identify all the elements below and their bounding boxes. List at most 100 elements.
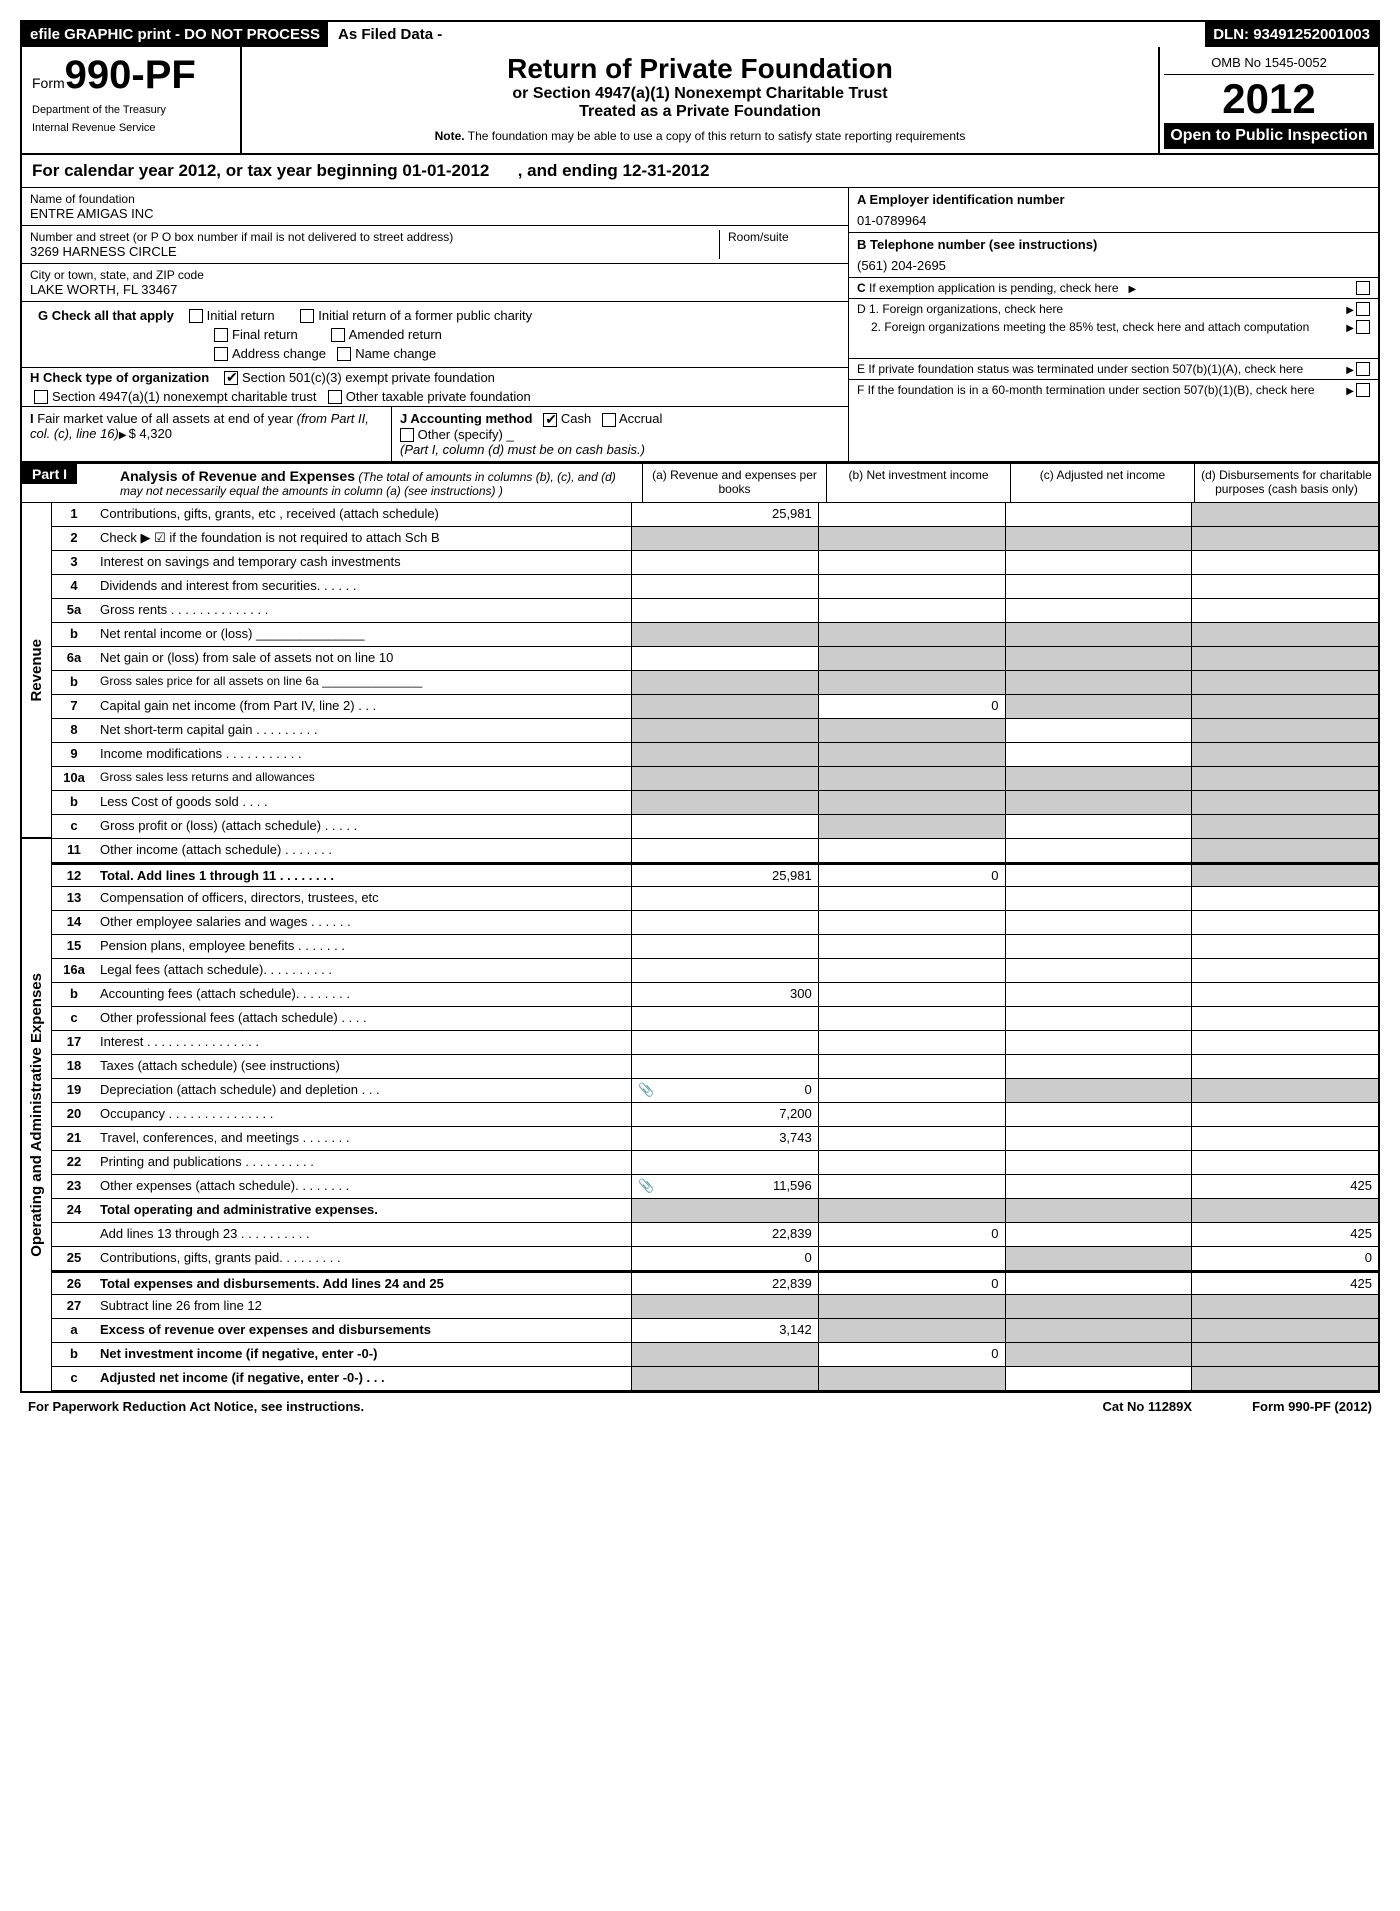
omb-number: OMB No 1545-0052 [1164,51,1374,75]
line-l10b: bLess Cost of goods sold . . . . [52,791,1378,815]
tax-year: 2012 [1164,75,1374,123]
checkbox-addr-change[interactable] [214,347,228,361]
d-cell: D 1. Foreign organizations, check here 2… [849,299,1378,359]
line-l9: 9Income modifications . . . . . . . . . … [52,743,1378,767]
city-cell: City or town, state, and ZIP code LAKE W… [22,264,848,302]
c-cell: C If exemption application is pending, c… [849,278,1378,299]
info-section: Name of foundation ENTRE AMIGAS INC Numb… [22,188,1378,462]
checkbox-cash[interactable] [543,413,557,427]
checkbox-initial-former[interactable] [300,309,314,323]
line-l14: 14Other employee salaries and wages . . … [52,911,1378,935]
top-bar: efile GRAPHIC print - DO NOT PROCESS As … [22,22,1378,47]
as-filed-label: As Filed Data - [330,22,452,47]
checkbox-501c3[interactable] [224,371,238,385]
line-l5a: 5aGross rents . . . . . . . . . . . . . … [52,599,1378,623]
checkbox-d2[interactable] [1356,320,1370,334]
checkbox-f[interactable] [1356,383,1370,397]
line-l24: 24Total operating and administrative exp… [52,1199,1378,1223]
ij-section: I Fair market value of all assets at end… [22,407,848,461]
line-l15: 15Pension plans, employee benefits . . .… [52,935,1378,959]
col-a-header: (a) Revenue and expenses per books [642,464,826,502]
col-c-header: (c) Adjusted net income [1010,464,1194,502]
line-l17: 17Interest . . . . . . . . . . . . . . .… [52,1031,1378,1055]
checkbox-c[interactable] [1356,281,1370,295]
foundation-name-cell: Name of foundation ENTRE AMIGAS INC [22,188,848,226]
expenses-label: Operating and Administrative Expenses [26,965,47,1265]
col-d-header: (d) Disbursements for charitable purpose… [1194,464,1378,502]
ein-cell: A Employer identification number 01-0789… [849,188,1378,233]
info-left: Name of foundation ENTRE AMIGAS INC Numb… [22,188,848,461]
line-l6b: bGross sales price for all assets on lin… [52,671,1378,695]
line-l20: 20Occupancy . . . . . . . . . . . . . . … [52,1103,1378,1127]
line-l24b: Add lines 13 through 23 . . . . . . . . … [52,1223,1378,1247]
line-l5b: bNet rental income or (loss) ___________… [52,623,1378,647]
open-inspection: Open to Public Inspection [1164,123,1374,149]
checkbox-d1[interactable] [1356,302,1370,316]
line-l10c: cGross profit or (loss) (attach schedule… [52,815,1378,839]
cat-number: Cat No 11289X [1102,1399,1192,1414]
line-l1: 1Contributions, gifts, grants, etc , rec… [52,503,1378,527]
checkbox-accrual[interactable] [602,413,616,427]
form-number-box: Form990-PF Department of the Treasury In… [22,47,242,153]
line-l12: 12Total. Add lines 1 through 11 . . . . … [52,863,1378,887]
line-l6a: 6aNet gain or (loss) from sale of assets… [52,647,1378,671]
line-l23: 23Other expenses (attach schedule). . . … [52,1175,1378,1199]
subtitle-2: Treated as a Private Foundation [252,103,1148,121]
page-footer: For Paperwork Reduction Act Notice, see … [20,1393,1380,1420]
lines-container: 1Contributions, gifts, grants, etc , rec… [52,503,1378,1391]
calendar-year-line: For calendar year 2012, or tax year begi… [22,155,1378,188]
checkbox-initial[interactable] [189,309,203,323]
part-label: Part I [22,464,77,484]
line-l27c: cAdjusted net income (if negative, enter… [52,1367,1378,1391]
line-l3: 3Interest on savings and temporary cash … [52,551,1378,575]
checkbox-other-taxable[interactable] [328,390,342,404]
line-l11: 11Other income (attach schedule) . . . .… [52,839,1378,863]
f-cell: F If the foundation is in a 60-month ter… [849,380,1378,400]
form-ref: Form 990-PF (2012) [1252,1399,1372,1414]
checkbox-4947[interactable] [34,390,48,404]
subtitle-1: or Section 4947(a)(1) Nonexempt Charitab… [252,85,1148,103]
checkbox-e[interactable] [1356,362,1370,376]
line-l13: 13Compensation of officers, directors, t… [52,887,1378,911]
dln-box: DLN: 93491252001003 [1205,22,1378,47]
paperwork-notice: For Paperwork Reduction Act Notice, see … [28,1399,364,1414]
line-l16c: cOther professional fees (attach schedul… [52,1007,1378,1031]
line-l26: 26Total expenses and disbursements. Add … [52,1271,1378,1295]
checkbox-final[interactable] [214,328,228,342]
blank-space [452,22,1205,47]
line-l19: 19Depreciation (attach schedule) and dep… [52,1079,1378,1103]
dept-treasury: Department of the Treasury [32,104,230,116]
checkbox-other-method[interactable] [400,428,414,442]
side-labels: Revenue Operating and Administrative Exp… [22,503,52,1391]
line-l10a: 10aGross sales less returns and allowanc… [52,767,1378,791]
lines-body: Revenue Operating and Administrative Exp… [22,503,1378,1391]
phone-cell: B Telephone number (see instructions) (5… [849,233,1378,278]
note-line: Note. The foundation may be able to use … [252,129,1148,143]
col-b-header: (b) Net investment income [826,464,1010,502]
line-l4: 4Dividends and interest from securities.… [52,575,1378,599]
checkbox-name-change[interactable] [337,347,351,361]
h-section-2: Section 4947(a)(1) nonexempt charitable … [22,387,848,407]
title-box: Return of Private Foundation or Section … [242,47,1158,153]
line-l22: 22Printing and publications . . . . . . … [52,1151,1378,1175]
line-l25: 25Contributions, gifts, grants paid. . .… [52,1247,1378,1271]
dept-irs: Internal Revenue Service [32,122,230,134]
line-l8: 8Net short-term capital gain . . . . . .… [52,719,1378,743]
line-l18: 18Taxes (attach schedule) (see instructi… [52,1055,1378,1079]
header: Form990-PF Department of the Treasury In… [22,47,1378,155]
address-cell: Number and street (or P O box number if … [22,226,848,264]
line-l27: 27Subtract line 26 from line 12 [52,1295,1378,1319]
line-l16a: 16aLegal fees (attach schedule). . . . .… [52,959,1378,983]
part1-desc: Analysis of Revenue and Expenses (The to… [112,464,642,502]
h-section: H Check type of organization Section 501… [22,368,848,387]
line-l21: 21Travel, conferences, and meetings . . … [52,1127,1378,1151]
line-l27a: aExcess of revenue over expenses and dis… [52,1319,1378,1343]
checkbox-amended[interactable] [331,328,345,342]
line-l2: 2Check ▶ ☑ if the foundation is not requ… [52,527,1378,551]
line-l27b: bNet investment income (if negative, ent… [52,1343,1378,1367]
form-page: efile GRAPHIC print - DO NOT PROCESS As … [20,20,1380,1393]
g-section: G Check all that apply Initial return In… [22,302,848,368]
part1-header: Part I Analysis of Revenue and Expenses … [22,462,1378,503]
year-box: OMB No 1545-0052 2012 Open to Public Ins… [1158,47,1378,153]
e-cell: E If private foundation status was termi… [849,359,1378,380]
